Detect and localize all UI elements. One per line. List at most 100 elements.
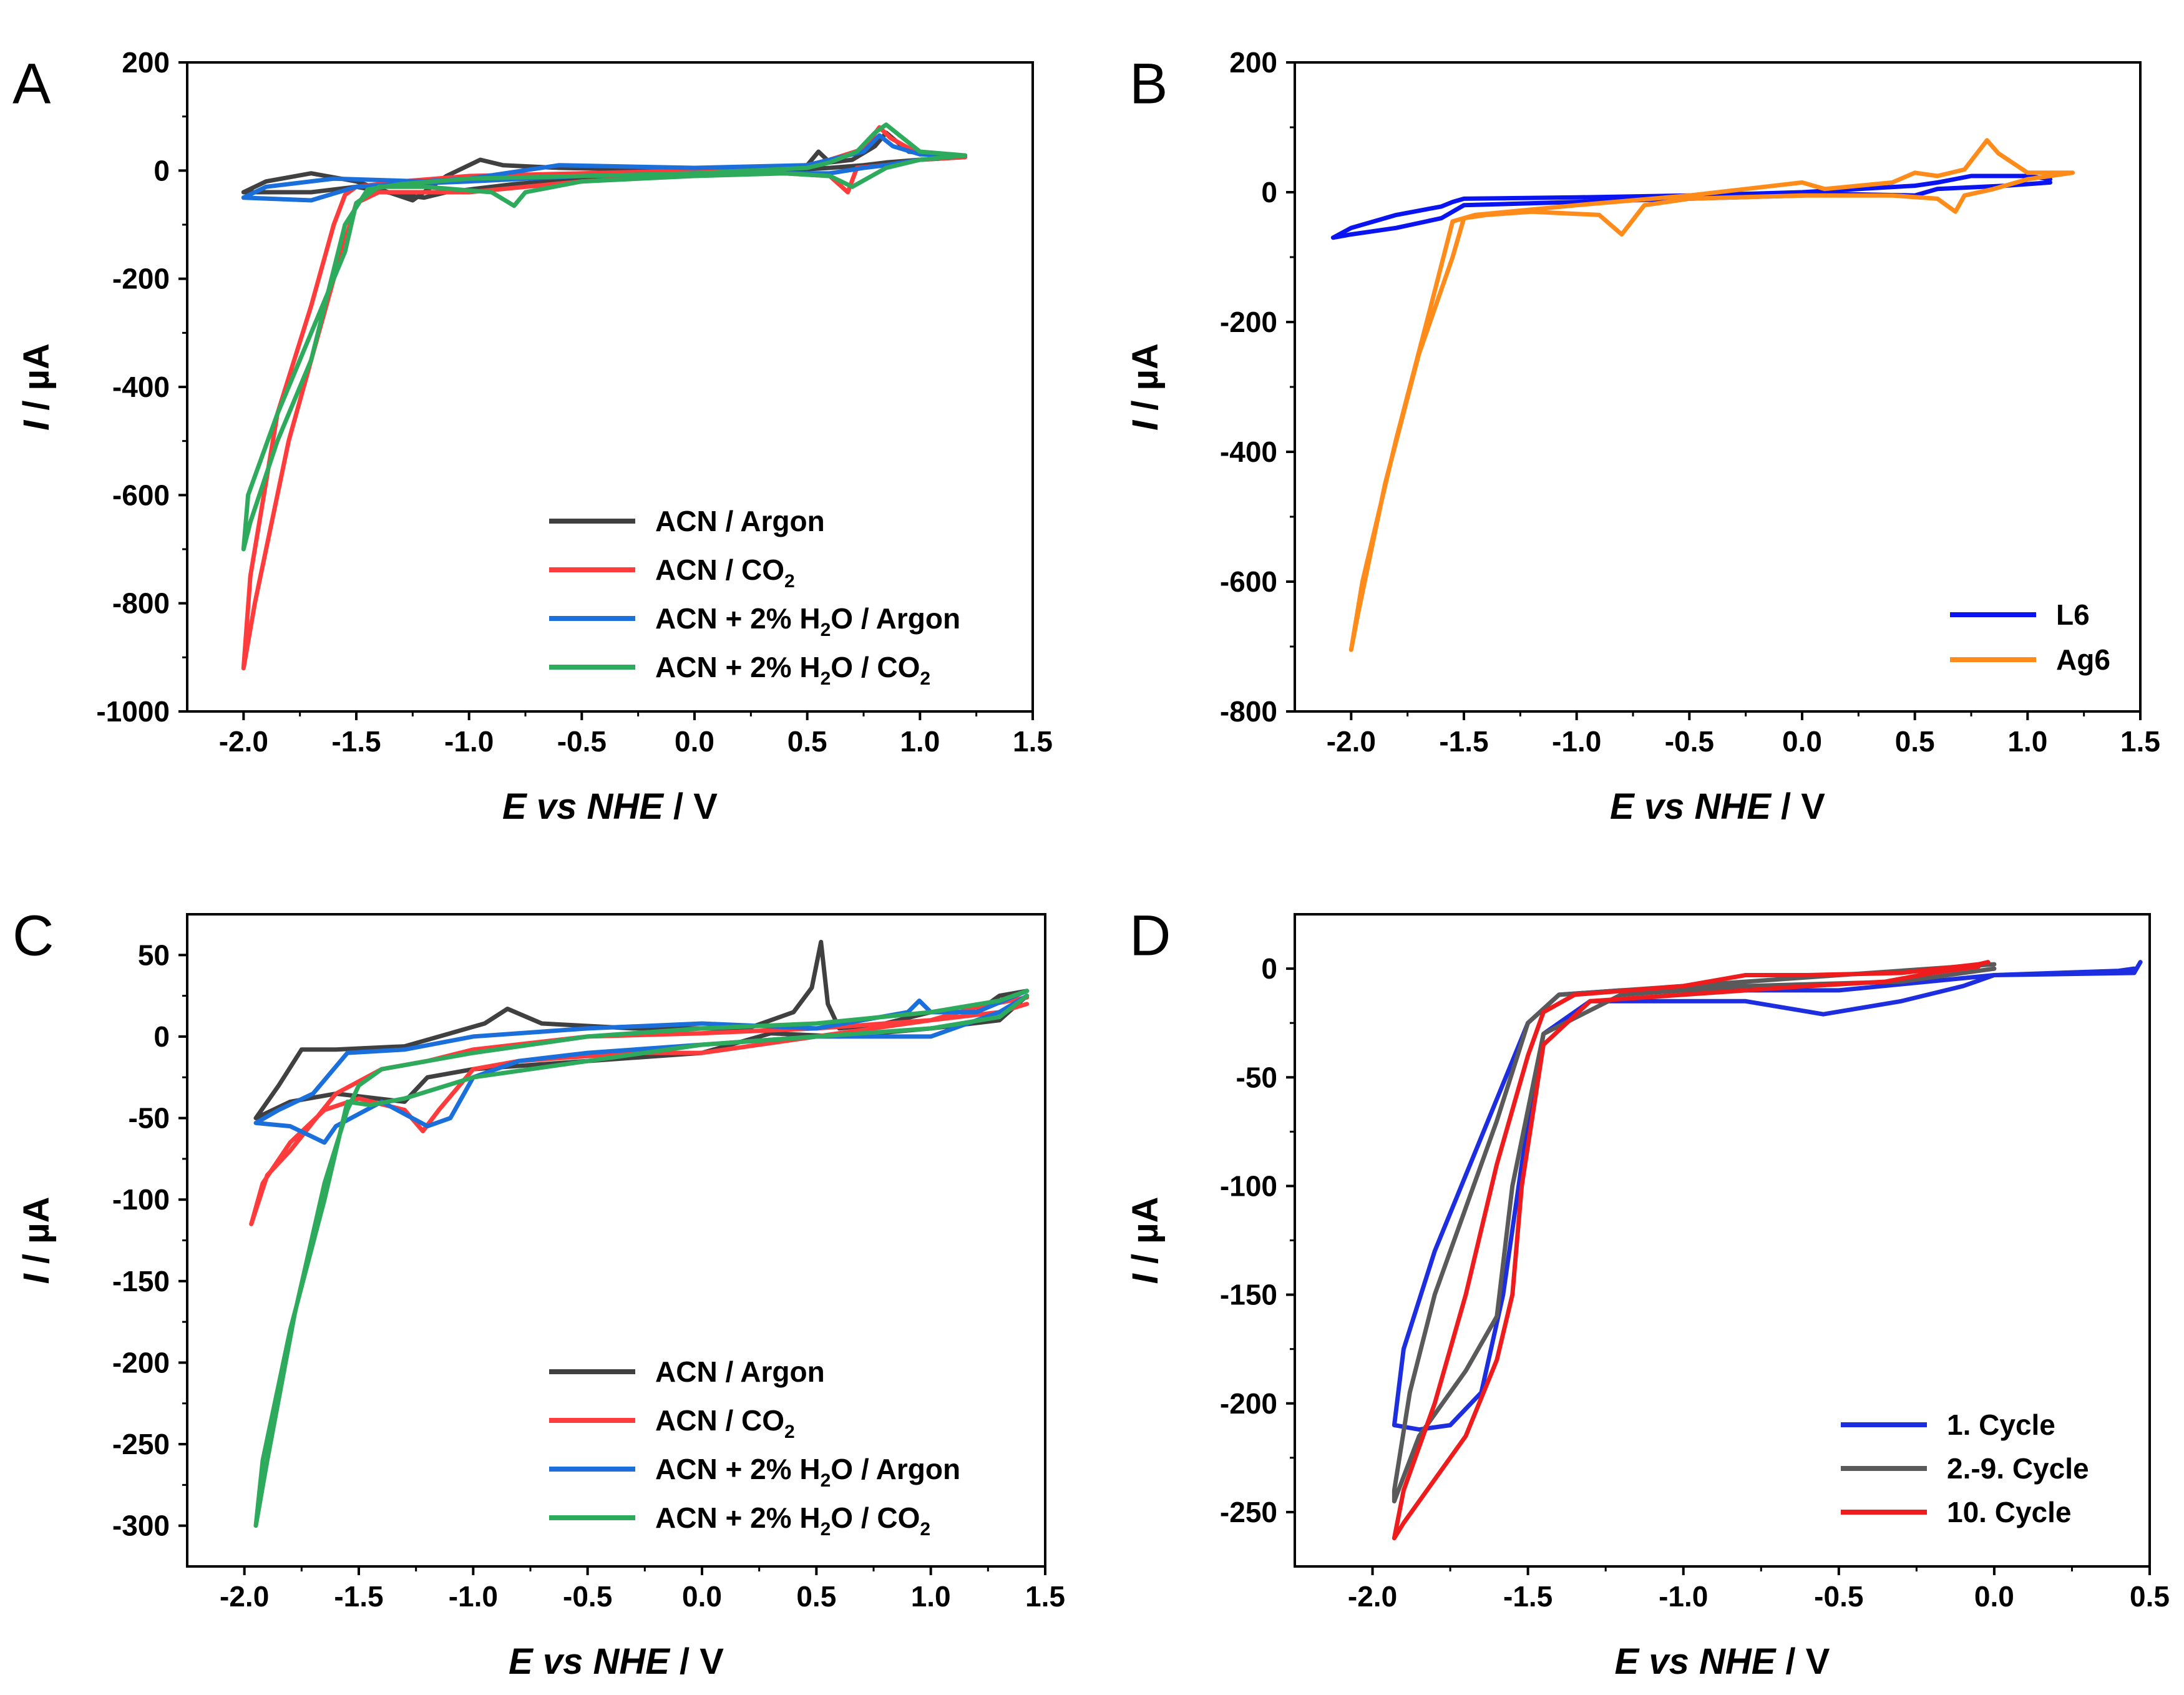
y-tick-label: -300	[112, 1510, 170, 1542]
y-tick-label: -200	[112, 263, 170, 295]
chart-panel-a: A -2.0 -1.5 -1.0 -0.5 0.0 0.5 1.0 1.5 -1000 -800 -6…	[12, 46, 1053, 827]
x-tick-label: 0.0	[1974, 1580, 2014, 1613]
legend-label: ACN + 2% H2O / Argon	[655, 602, 960, 640]
panels: A-2.0 -1.5 -1.0 -0.5 0.0 0.5 1.0 1.5-1000-800-6…	[12, 46, 2170, 1682]
x-tick-label: 1.5	[1025, 1580, 1065, 1613]
legend: ACN / Argon ACN / CO2 ACN + 2% H2O / Argon…	[549, 1356, 960, 1540]
y-tick-label: -100	[112, 1183, 170, 1216]
y-tick-label: 0	[154, 1020, 170, 1053]
legend-label: ACN / CO2	[655, 1404, 795, 1442]
legend-label: ACN / Argon	[655, 1356, 825, 1388]
x-axis-title-italic: E vs NHE	[509, 1641, 671, 1682]
y-tick-label: 0	[1261, 176, 1277, 208]
x-tick-label: -0.5	[1814, 1580, 1863, 1613]
x-tick-label: -1.5	[334, 1580, 383, 1613]
y-tick-label: -800	[112, 587, 170, 620]
legend-label: ACN / Argon	[655, 505, 825, 537]
legend-label: ACN + 2% H2O / CO2	[655, 651, 930, 689]
y-axis-title-italic: I	[16, 1272, 57, 1284]
y-axis-title-italic: I	[16, 419, 57, 431]
x-axis-title-unit: / V	[1771, 786, 1825, 827]
y-tick-label: 200	[122, 46, 170, 79]
x-axis-title-unit: / V	[1775, 1641, 1830, 1682]
y-tick-label: -50	[129, 1102, 170, 1135]
x-tick-label: -2.0	[220, 1580, 269, 1613]
x-tick-label: 1.0	[911, 1580, 951, 1613]
y-axis-title-italic: I	[1125, 419, 1166, 431]
x-tick-label: -1.5	[1439, 725, 1488, 758]
y-axis-title-italic: I	[1125, 1272, 1166, 1284]
panel-letter: A	[12, 52, 51, 116]
y-axis-title: I / µA	[1125, 343, 1166, 431]
x-tick-label: -1.5	[331, 725, 381, 758]
y-tick-label: -200	[112, 1346, 170, 1379]
y-tick-label: -250	[1220, 1496, 1277, 1528]
legend-label: 2.-9. Cycle	[1947, 1452, 2089, 1485]
series-group	[241, 122, 968, 671]
series-group	[1330, 138, 2075, 652]
y-axis-title: I / µA	[16, 343, 57, 431]
series-group	[249, 939, 1030, 1528]
x-tick-label: -2.0	[219, 725, 268, 758]
panel-letter: C	[12, 904, 54, 968]
x-tick-label: 0.0	[682, 1580, 722, 1613]
chart-panel-d: D -2.0 -1.5 -1.0 -0.5 0.0 0.5 -250 -200 -150 -100 -…	[1125, 904, 2170, 1682]
legend-label: 10. Cycle	[1947, 1496, 2071, 1528]
y-tick-label: -100	[1220, 1170, 1277, 1202]
y-tick-label: -400	[112, 371, 170, 403]
x-tick-label: -0.5	[1665, 725, 1714, 758]
y-axis-title: I / µA	[16, 1197, 57, 1284]
x-axis-title-unit: / V	[670, 1641, 724, 1682]
series-group	[1392, 960, 2143, 1541]
y-tick-label: 0	[1261, 952, 1277, 985]
y-tick-label: -800	[1220, 695, 1277, 728]
series-line-acn-2-h2o-co2	[253, 989, 1030, 1528]
x-axis-title: E vs NHE / V	[509, 1641, 724, 1682]
x-tick-label: -1.5	[1503, 1580, 1553, 1613]
y-tick-label: 50	[138, 939, 170, 971]
x-tick-label: 1.5	[2120, 725, 2160, 758]
y-tick-label: -50	[1236, 1061, 1277, 1093]
x-tick-label: -2.0	[1327, 725, 1376, 758]
legend-label: ACN / CO2	[655, 554, 795, 592]
x-axis-title: E vs NHE / V	[502, 786, 718, 827]
legend: ACN / Argon ACN / CO2 ACN + 2% H2O / Argon…	[549, 505, 960, 689]
x-tick-label: 0.5	[2130, 1580, 2170, 1613]
chart-panel-b: B -2.0 -1.5 -1.0 -0.5 0.0 0.5 1.0 1.5 -800 -600 -40…	[1125, 46, 2160, 827]
y-axis-title-unit: / µA	[1125, 343, 1166, 421]
panel-letter: B	[1129, 52, 1168, 116]
y-tick-label: -150	[112, 1265, 170, 1297]
series-line-ag6	[1348, 138, 2075, 652]
x-tick-label: -1.0	[1552, 725, 1601, 758]
x-tick-label: -1.0	[1659, 1580, 1708, 1613]
y-tick-label: -600	[112, 479, 170, 511]
x-tick-label: 0.5	[787, 725, 827, 758]
y-axis-title-unit: / µA	[16, 343, 57, 421]
x-tick-label: -0.5	[557, 725, 607, 758]
legend-label: ACN + 2% H2O / Argon	[655, 1453, 960, 1491]
x-axis-title-italic: E vs NHE	[1615, 1641, 1777, 1682]
x-tick-label: -1.0	[444, 725, 494, 758]
x-tick-label: 1.5	[1013, 725, 1053, 758]
chart-panel-c: C -2.0 -1.5 -1.0 -0.5 0.0 0.5 1.0 1.5 -300 -250 -20…	[12, 904, 1065, 1682]
legend-label: Ag6	[2056, 643, 2110, 676]
y-tick-label: -200	[1220, 1387, 1277, 1420]
y-tick-label: 200	[1229, 46, 1277, 79]
y-tick-label: -200	[1220, 306, 1277, 338]
y-tick-label: -1000	[96, 695, 170, 728]
legend-label: ACN + 2% H2O / CO2	[655, 1502, 930, 1540]
x-axis-title-italic: E vs NHE	[1610, 786, 1772, 827]
y-tick-label: -400	[1220, 436, 1277, 468]
panel-letter: D	[1129, 904, 1171, 968]
x-tick-label: 1.0	[2007, 725, 2047, 758]
x-axis-title-italic: E vs NHE	[502, 786, 665, 827]
x-tick-label: 0.0	[675, 725, 714, 758]
y-tick-label: -250	[112, 1428, 170, 1460]
x-tick-label: -0.5	[563, 1580, 612, 1613]
series-line-acn-2-h2o-co2	[241, 122, 968, 552]
x-tick-label: -2.0	[1348, 1580, 1397, 1613]
x-axis-title: E vs NHE / V	[1610, 786, 1825, 827]
